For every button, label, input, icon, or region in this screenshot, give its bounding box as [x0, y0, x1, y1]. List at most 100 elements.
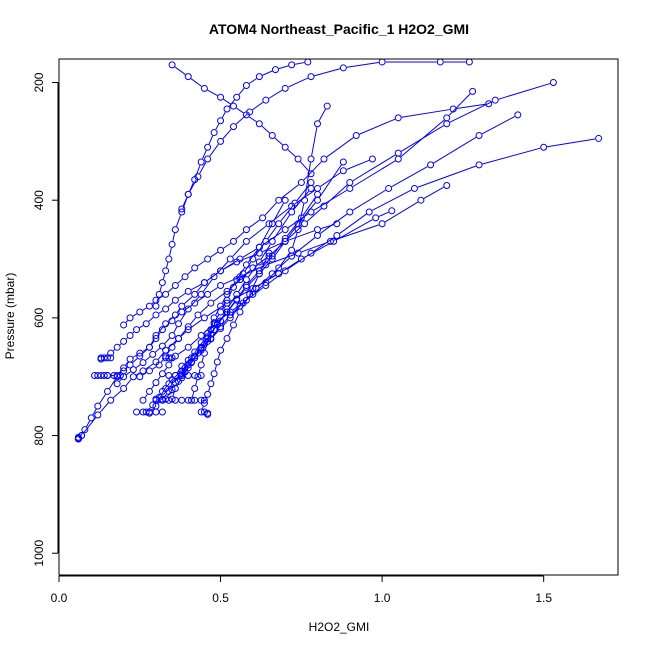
data-point: [152, 311, 160, 319]
series-segment: [248, 273, 258, 284]
series-segment: [336, 219, 373, 241]
data-point: [175, 334, 183, 342]
series-segment: [301, 242, 328, 253]
series-segment: [260, 226, 272, 245]
data-point: [152, 332, 160, 340]
series-segment: [299, 202, 316, 222]
data-point: [236, 255, 244, 263]
series-segment: [232, 308, 239, 316]
series-segment: [207, 89, 218, 97]
series-segment: [112, 390, 122, 399]
series-segment: [189, 179, 197, 192]
data-point: [410, 184, 418, 192]
data-point: [158, 326, 166, 334]
series-segment: [267, 226, 278, 239]
series-segment: [190, 354, 193, 358]
series-segment: [190, 296, 200, 307]
series-segment: [145, 356, 151, 361]
y-tick-label: 400: [32, 190, 46, 210]
series-segment: [193, 355, 197, 360]
data-point: [158, 279, 166, 287]
series-segment: [255, 284, 264, 293]
series-segment: [196, 284, 203, 292]
data-point: [197, 361, 205, 369]
data-point: [595, 134, 603, 142]
data-point: [107, 396, 115, 404]
series-segment: [262, 70, 273, 76]
series-segment: [158, 310, 163, 314]
data-point: [74, 435, 82, 443]
data-point: [217, 246, 225, 254]
series-25: [162, 354, 176, 362]
data-point: [204, 155, 212, 163]
series-segment: [191, 283, 202, 291]
data-point: [171, 296, 179, 304]
data-point: [204, 143, 212, 151]
data-point: [346, 208, 354, 216]
series-segment: [157, 352, 164, 360]
series-4: [120, 100, 493, 329]
series-segment: [281, 260, 299, 273]
series-13: [187, 196, 289, 404]
data-point: [249, 290, 257, 298]
data-point: [158, 387, 166, 395]
data-point: [385, 184, 393, 192]
series-segment: [202, 279, 213, 292]
data-point: [372, 214, 380, 222]
series-segment: [157, 332, 161, 336]
series-segment: [215, 123, 220, 130]
data-point: [268, 131, 276, 139]
data-point: [297, 179, 305, 187]
data-point: [184, 323, 192, 331]
series-segment: [319, 164, 342, 198]
data-point: [281, 84, 289, 92]
data-point: [217, 93, 225, 101]
data-point: [255, 258, 263, 266]
series-segment: [125, 361, 129, 366]
series-segment: [167, 302, 174, 308]
series-segment: [320, 213, 348, 234]
series-segment: [238, 267, 245, 277]
series-segment: [223, 260, 238, 270]
data-point: [136, 308, 144, 316]
series-segment: [235, 276, 242, 285]
data-point: [210, 319, 218, 327]
data-point: [168, 240, 176, 248]
data-point: [197, 396, 205, 404]
series-segment: [215, 308, 220, 316]
series-segment: [280, 205, 294, 222]
data-point: [378, 220, 386, 228]
series-segment: [252, 101, 264, 111]
series-segment: [184, 296, 193, 305]
series-segment: [167, 287, 174, 293]
data-point: [242, 81, 250, 89]
series-segment: [209, 143, 219, 157]
series-segment: [173, 341, 177, 345]
series-segment: [157, 393, 161, 397]
data-point: [204, 390, 212, 398]
series-segment: [222, 128, 232, 140]
data-point: [320, 202, 328, 210]
data-point: [365, 208, 373, 216]
series-segment: [314, 68, 341, 77]
data-point: [191, 384, 199, 392]
series-segment: [86, 420, 91, 427]
data-point: [275, 264, 283, 272]
series-segment: [274, 137, 283, 146]
data-point: [197, 372, 205, 380]
series-segment: [352, 160, 396, 188]
series-segment: [304, 162, 311, 197]
data-point: [307, 155, 315, 163]
series-segment: [125, 337, 128, 340]
series-segment: [195, 379, 198, 386]
data-point: [242, 111, 250, 119]
data-point: [233, 276, 241, 284]
series-segment: [180, 329, 187, 337]
series-segment: [228, 301, 236, 310]
series-segment: [164, 337, 171, 344]
data-point: [149, 401, 157, 409]
series-segment: [211, 321, 214, 327]
data-point: [226, 255, 234, 263]
x-tick-label: 1.5: [535, 591, 552, 605]
data-point: [197, 290, 205, 298]
